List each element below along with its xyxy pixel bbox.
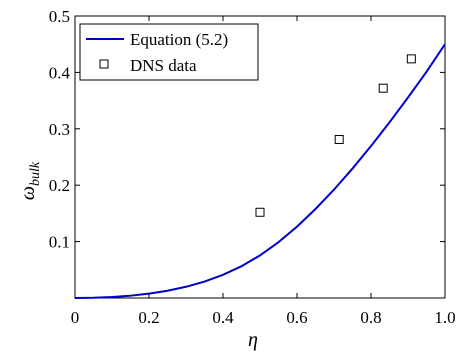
dns-data-point: [334, 135, 344, 145]
y-tick-label: 0.1: [49, 233, 70, 252]
legend-box: [79, 23, 259, 81]
tick-labels: 0 0.2 0.4 0.6 0.8 1.0 0.1 0.2 0.3 0.4 0.5: [49, 7, 456, 327]
x-tick-label: 1.0: [434, 308, 455, 327]
x-tick-label: 0.4: [212, 308, 234, 327]
dns-data-point: [378, 83, 388, 93]
y-axis-label: ωbulk: [17, 161, 43, 200]
y-tick-label: 0.2: [49, 176, 70, 195]
x-tick-label: 0.2: [138, 308, 159, 327]
plot-frame: [74, 15, 446, 299]
y-tick-label: 0.5: [49, 7, 70, 26]
x-tick-label: 0.8: [360, 308, 381, 327]
svg-text:ωbulk: ωbulk: [17, 161, 43, 200]
dns-data-point: [406, 54, 416, 64]
series-line-equation: [74, 43, 446, 299]
axis-ticks: [74, 15, 446, 298]
legend-entry-dns: DNS data: [130, 56, 197, 75]
legend: Equation (5.2) DNS data: [79, 23, 259, 81]
x-tick-label: 0.6: [286, 308, 307, 327]
dns-data-point: [255, 207, 265, 217]
y-tick-label: 0.3: [49, 120, 70, 139]
y-tick-label: 0.4: [49, 63, 71, 82]
data-markers: [255, 54, 416, 217]
x-tick-label: 0: [71, 308, 80, 327]
plot-area: [74, 15, 446, 299]
x-axis-label: η: [248, 329, 258, 351]
legend-marker-sample: [99, 59, 109, 69]
y-axis-label-sub: bulk: [28, 161, 43, 186]
y-axis-label-main: ω: [17, 186, 39, 200]
curves: [74, 43, 446, 299]
legend-entry-equation: Equation (5.2): [130, 30, 228, 49]
